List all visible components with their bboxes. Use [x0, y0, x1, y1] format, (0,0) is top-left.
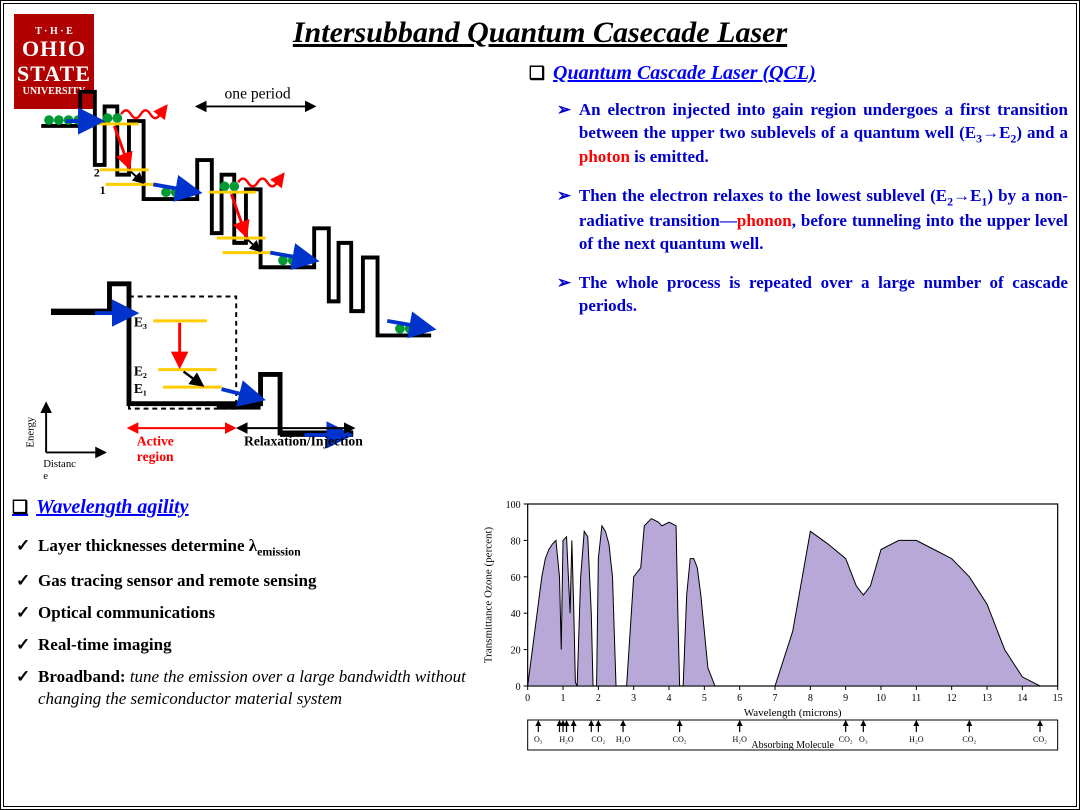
qcl-column: ❑ Quantum Cascade Laser (QCL) An electron…: [519, 62, 1068, 492]
square-bullet-icon: ❑: [12, 497, 28, 517]
lower-row: ❑ Wavelength agility Layer thicknesses de…: [12, 496, 1068, 761]
diagram-column: 3 2 1: [12, 62, 519, 492]
chart-column: 0204060801000123456789101112131415Wavele…: [477, 496, 1068, 761]
e3-label: E₃: [134, 315, 147, 330]
svg-text:CO₂: CO₂: [838, 735, 852, 744]
page-title: Intersubband Quantum Casecade Laser: [12, 16, 1068, 50]
svg-text:15: 15: [1052, 693, 1062, 704]
svg-text:Wavelength (microns): Wavelength (microns): [743, 707, 841, 719]
svg-text:Absorbing Molecule: Absorbing Molecule: [751, 740, 834, 751]
svg-text:11: 11: [911, 693, 921, 704]
wavelength-list: Layer thicknesses determine λemission Ga…: [12, 535, 469, 710]
svg-text:O₃: O₃: [859, 735, 868, 744]
wav-item-2: Gas tracing sensor and remote sensing: [12, 570, 469, 592]
svg-text:2: 2: [595, 693, 600, 704]
qcl-diagram: 3 2 1: [12, 62, 519, 492]
svg-text:80: 80: [510, 536, 520, 547]
svg-text:1: 1: [560, 693, 565, 704]
svg-text:12: 12: [946, 693, 956, 704]
svg-text:40: 40: [510, 609, 520, 620]
svg-text:6: 6: [737, 693, 742, 704]
qcl-heading-text: Quantum Cascade Laser (QCL): [553, 62, 816, 84]
qcl-bullet-3: The whole process is repeated over a lar…: [557, 272, 1068, 318]
one-period-label: one period: [224, 86, 290, 103]
svg-text:10: 10: [876, 693, 886, 704]
active-region-label: Activeregion: [137, 434, 174, 465]
level-1-label: 1: [100, 184, 106, 197]
svg-text:0: 0: [525, 693, 530, 704]
svg-text:H₂O: H₂O: [732, 735, 747, 744]
wavelength-column: ❑ Wavelength agility Layer thicknesses de…: [12, 496, 477, 761]
wav-item-1: Layer thicknesses determine λemission: [12, 535, 469, 560]
svg-text:O₃: O₃: [534, 735, 543, 744]
qcl-heading: ❑ Quantum Cascade Laser (QCL): [529, 62, 1068, 85]
qcl-bullet-1: An electron injected into gain region un…: [557, 99, 1068, 169]
svg-text:14: 14: [1017, 693, 1027, 704]
e1-label: E₁: [134, 381, 147, 396]
wavelength-heading-text: Wavelength agility: [36, 496, 188, 518]
wav-item-4: Real-time imaging: [12, 634, 469, 656]
svg-text:20: 20: [510, 646, 520, 657]
svg-text:3: 3: [631, 693, 636, 704]
svg-text:60: 60: [510, 573, 520, 584]
relax-inject-label: Relaxation/Injection: [244, 434, 363, 449]
slide-container: T · H · E OHIO STATE UNIVERSITY Intersub…: [0, 0, 1080, 810]
distance-axis-label: Distance: [43, 458, 76, 482]
svg-text:CO₂: CO₂: [672, 735, 686, 744]
svg-text:Transmittance Ozone (percent): Transmittance Ozone (percent): [482, 526, 494, 663]
wav-item-3: Optical communications: [12, 602, 469, 624]
svg-text:CO₂: CO₂: [962, 735, 976, 744]
qcl-bullets: An electron injected into gain region un…: [529, 99, 1068, 318]
logo-mid1: OHIO: [14, 37, 94, 61]
svg-text:9: 9: [843, 693, 848, 704]
svg-text:H₂O: H₂O: [909, 735, 924, 744]
level-2-label: 2: [94, 167, 100, 180]
e2-label: E₂: [134, 363, 147, 378]
qcl-bullet-2: Then the electron relaxes to the lowest …: [557, 185, 1068, 255]
wavelength-heading: ❑ Wavelength agility: [12, 496, 469, 519]
content-row: 3 2 1: [12, 62, 1068, 492]
svg-text:5: 5: [701, 693, 706, 704]
wav-item-5: Broadband: tune the emission over a larg…: [12, 666, 469, 710]
svg-text:100: 100: [505, 500, 520, 511]
svg-text:0: 0: [515, 682, 520, 693]
svg-text:CO₂: CO₂: [1033, 735, 1047, 744]
svg-text:H₂O: H₂O: [616, 735, 631, 744]
transmittance-chart: 0204060801000123456789101112131415Wavele…: [477, 496, 1068, 756]
svg-text:13: 13: [982, 693, 992, 704]
svg-text:CO₂: CO₂: [591, 735, 605, 744]
energy-axis-label: Energy: [24, 416, 36, 447]
svg-text:8: 8: [807, 693, 812, 704]
svg-text:7: 7: [772, 693, 777, 704]
square-bullet-icon: ❑: [529, 63, 545, 84]
svg-text:4: 4: [666, 693, 671, 704]
detail-diagram: E₃ E₂ E₁: [51, 284, 353, 437]
svg-text:H₂O: H₂O: [559, 735, 574, 744]
red-transition-arrows: [114, 126, 246, 235]
axes: Energy Distance: [24, 404, 104, 482]
